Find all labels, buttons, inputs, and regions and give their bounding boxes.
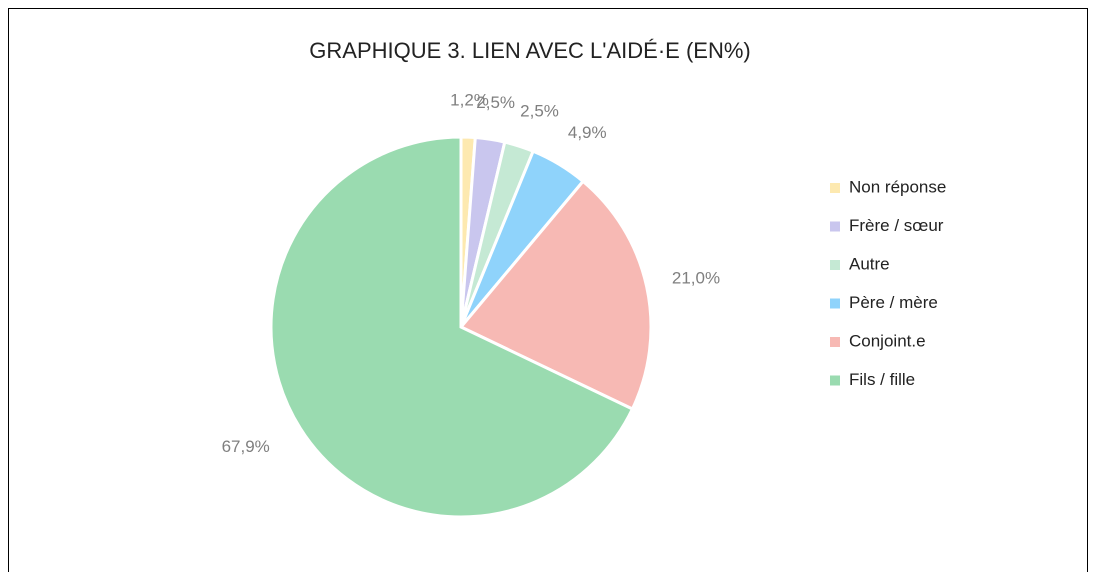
data-label: 67,9% [222,437,270,456]
pie-slice [458,179,653,411]
data-label: 2,5% [520,101,559,120]
legend-label: Autre [849,254,890,273]
legend-swatch [830,221,840,232]
legend-label: Fils / fille [849,370,915,389]
data-label: 2,5% [476,93,515,112]
legend-label: Conjoint.e [849,331,926,350]
data-label: 21,0% [672,269,720,288]
legend-swatch [830,183,840,193]
data-label: 4,9% [568,123,607,142]
legend-swatch [830,375,840,386]
legend-swatch [830,260,840,270]
legend-swatch [830,337,840,347]
chart-title: GRAPHIQUE 3. LIEN AVEC L'AIDÉ·E (EN%) [309,38,750,63]
legend-swatch [830,298,840,309]
pie-slice [269,135,635,519]
legend-label: Père / mère [849,293,938,312]
data-label: 1,2% [450,91,489,110]
legend-label: Frère / sœur [849,216,944,235]
legend-label: Non réponse [849,177,946,196]
